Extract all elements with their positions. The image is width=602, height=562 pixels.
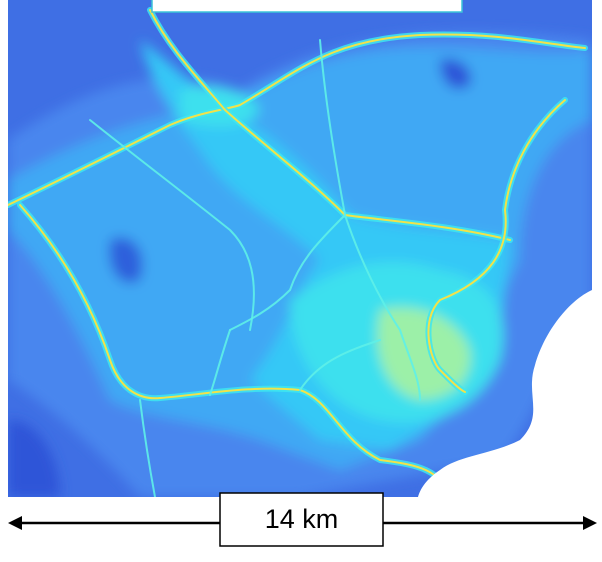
arrow-right	[583, 516, 597, 530]
scale-label: 14 km	[265, 504, 339, 534]
top-box	[152, 0, 462, 12]
map	[8, 0, 592, 497]
scale-bar: 14 km	[8, 493, 597, 546]
density-zones	[8, 32, 592, 497]
arrow-left	[8, 516, 22, 530]
page: 14 km	[0, 0, 602, 562]
